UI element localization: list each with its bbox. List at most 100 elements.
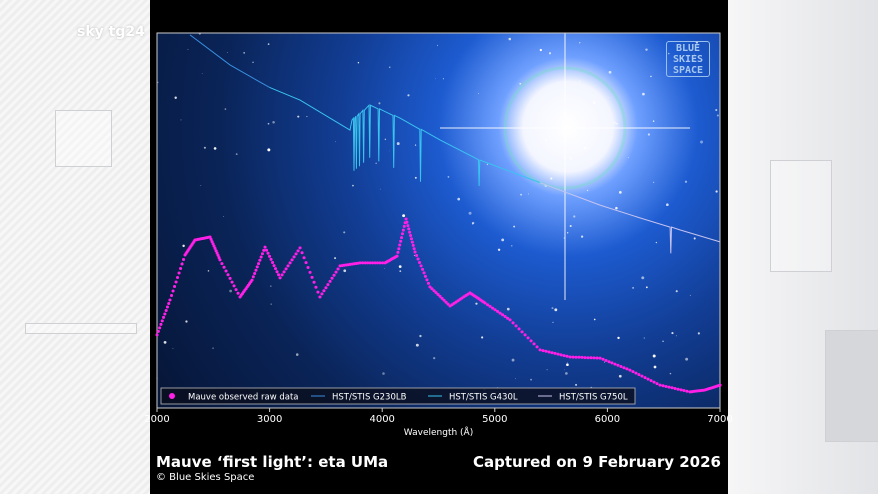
legend-label: HST/STIS G430L	[449, 393, 518, 403]
star	[510, 244, 513, 247]
plot-frame	[156, 32, 721, 409]
star	[352, 184, 354, 187]
x-tick-label: 2000	[144, 414, 169, 425]
star	[334, 257, 337, 260]
star	[642, 92, 645, 96]
star	[675, 290, 678, 293]
star	[561, 90, 563, 92]
series-hst-stis-g750l	[539, 182, 721, 254]
star	[306, 115, 308, 118]
series-hst-stis-g230lb	[189, 34, 270, 88]
star	[267, 148, 271, 152]
star	[227, 52, 228, 53]
star	[617, 336, 620, 340]
copyright: © Blue Skies Space	[156, 472, 255, 483]
legend	[160, 387, 636, 405]
star	[272, 121, 275, 124]
star	[477, 93, 480, 95]
star	[384, 138, 387, 141]
star	[579, 42, 581, 44]
star	[203, 146, 206, 149]
star	[174, 96, 177, 99]
star	[685, 357, 689, 361]
star	[546, 369, 548, 371]
star	[716, 114, 719, 117]
star	[694, 53, 695, 55]
star	[618, 191, 622, 194]
star	[413, 254, 415, 256]
broadcaster-logo: sky tg24	[77, 24, 145, 40]
star	[378, 102, 381, 105]
star	[433, 356, 436, 360]
star	[608, 70, 612, 74]
star	[579, 80, 581, 82]
star	[693, 59, 695, 61]
star	[235, 153, 238, 156]
star	[545, 138, 548, 142]
star	[613, 121, 617, 125]
star	[501, 238, 505, 242]
star	[513, 225, 516, 228]
star	[506, 307, 510, 311]
star	[343, 269, 347, 273]
star	[380, 188, 381, 190]
star	[715, 108, 718, 112]
star	[650, 75, 652, 78]
star	[384, 268, 386, 269]
star	[671, 332, 674, 335]
star	[675, 335, 677, 337]
star	[569, 157, 572, 160]
star	[548, 52, 552, 55]
caption-title: Mauve ‘first light’: eta UMa	[156, 453, 389, 471]
star	[569, 224, 572, 228]
star	[457, 197, 461, 201]
star	[645, 48, 648, 51]
star	[396, 142, 400, 146]
x-axis-label: Wavelength (Å)	[404, 426, 473, 438]
star	[185, 320, 188, 323]
star	[583, 147, 587, 150]
star	[618, 374, 622, 378]
star	[402, 214, 406, 218]
star	[243, 52, 246, 54]
star	[187, 49, 189, 51]
star	[575, 383, 578, 386]
star	[201, 73, 203, 74]
legend-marker	[169, 393, 175, 399]
star	[508, 37, 512, 41]
star	[375, 162, 377, 165]
star	[200, 185, 202, 187]
star	[666, 203, 669, 207]
star	[270, 303, 272, 305]
star	[715, 190, 718, 193]
star	[554, 308, 558, 312]
star	[653, 181, 655, 183]
star	[693, 237, 696, 240]
star	[551, 307, 554, 310]
star	[475, 302, 478, 305]
star	[343, 231, 346, 234]
star	[270, 285, 272, 287]
star	[437, 44, 438, 46]
legend-label: HST/STIS G750L	[559, 393, 628, 403]
star	[389, 150, 391, 152]
star	[603, 361, 605, 363]
star	[335, 141, 337, 143]
star	[550, 177, 553, 180]
star	[652, 354, 656, 358]
x-tick-label: 3000	[257, 414, 282, 425]
star	[434, 78, 436, 80]
star	[632, 286, 635, 289]
star	[592, 101, 596, 104]
star	[415, 343, 419, 347]
backdrop-panel	[770, 160, 832, 272]
star	[252, 61, 254, 63]
star	[580, 235, 584, 238]
star	[655, 241, 658, 244]
star	[527, 193, 529, 195]
star	[163, 341, 167, 344]
star	[689, 294, 691, 296]
star	[520, 193, 523, 196]
star	[382, 372, 385, 375]
